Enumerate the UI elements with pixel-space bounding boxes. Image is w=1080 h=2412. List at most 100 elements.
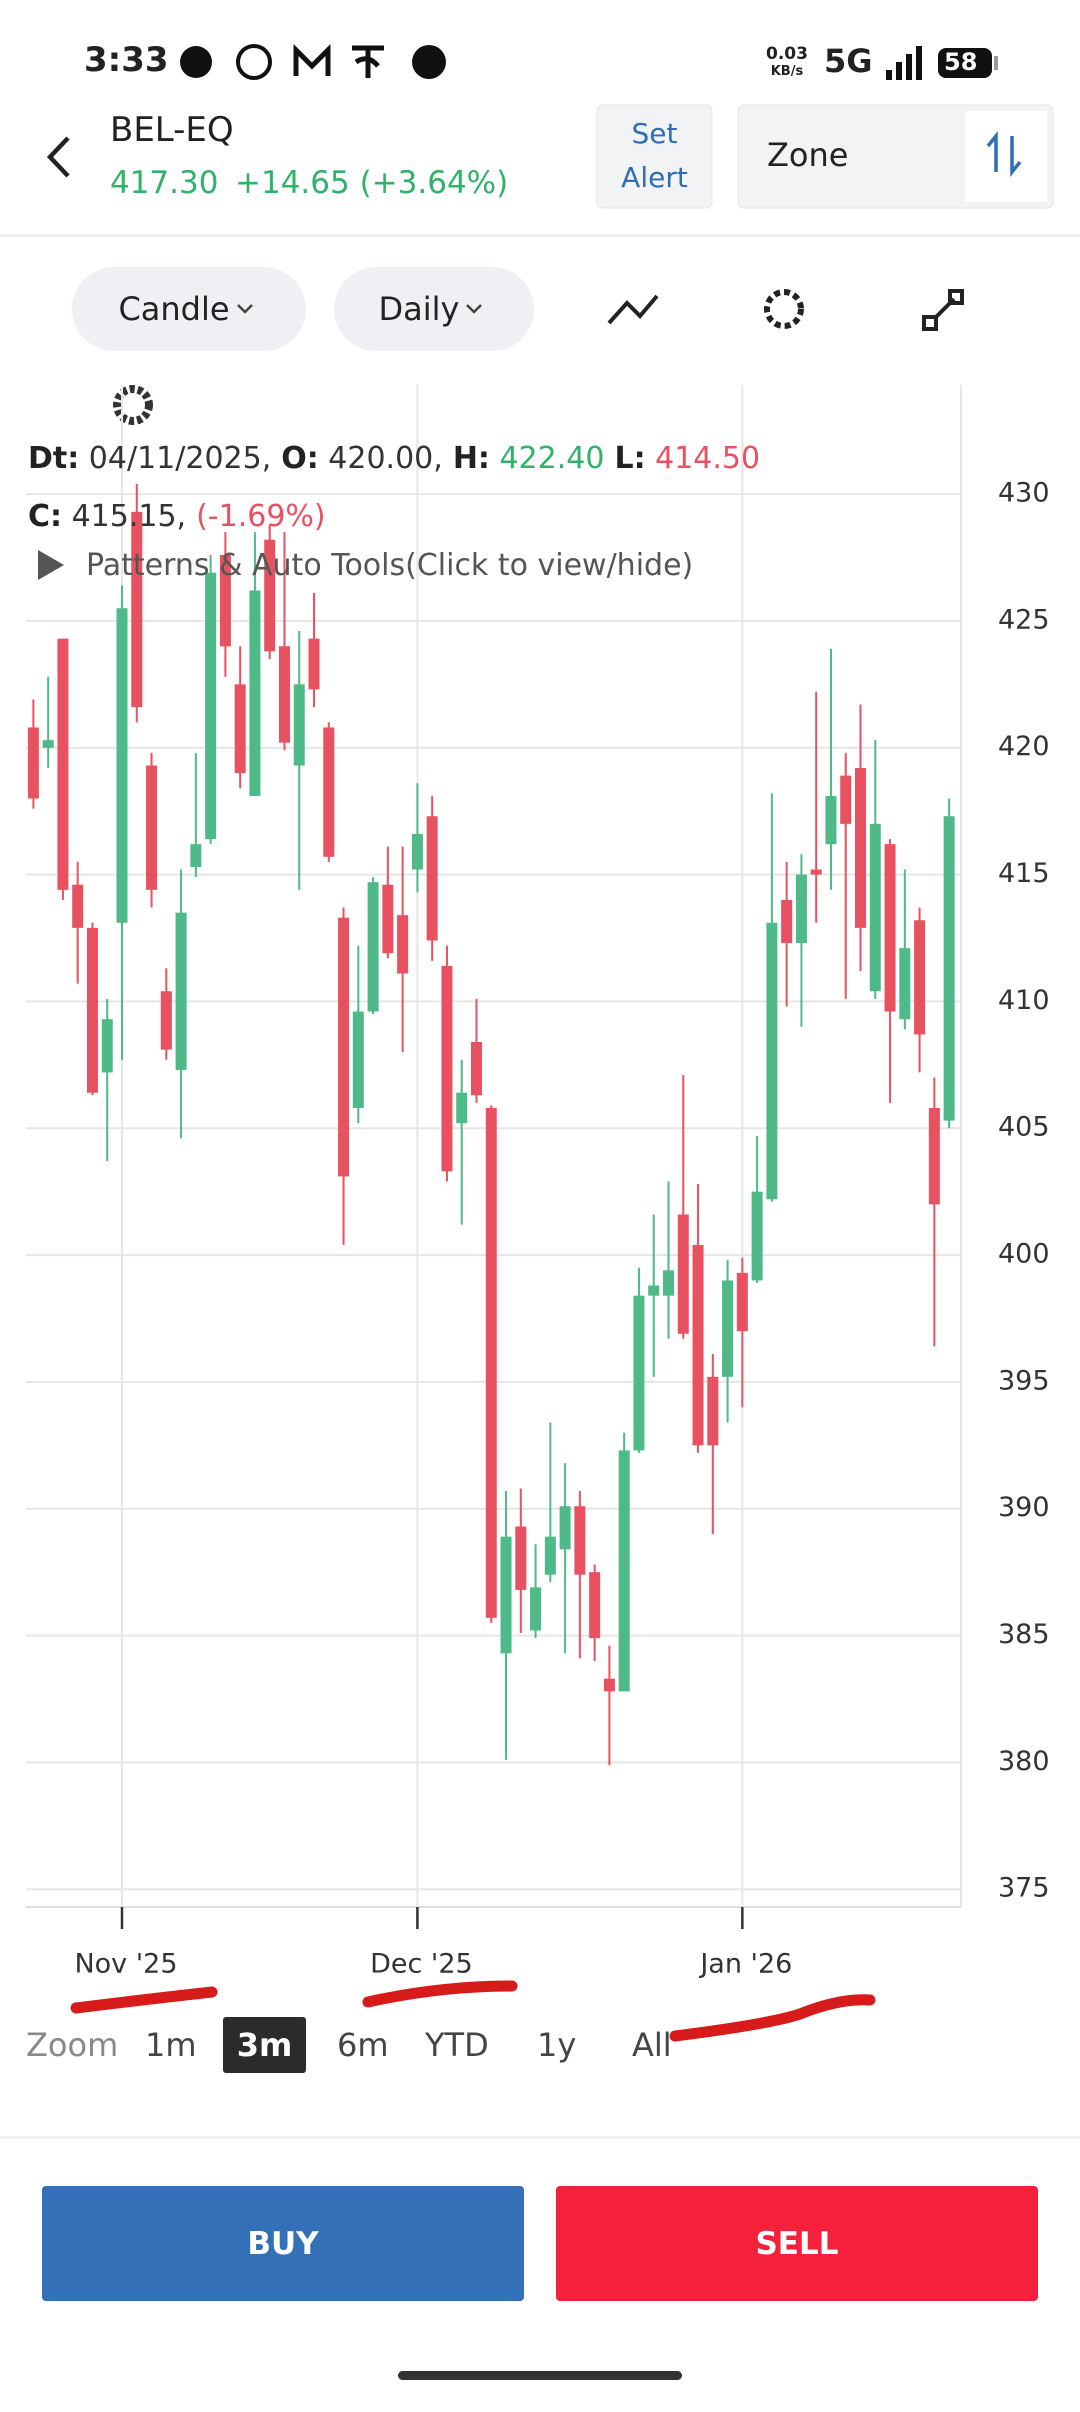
candle-body [101, 1019, 113, 1073]
zoom-option[interactable]: 6m [337, 2026, 389, 2064]
candle-body [530, 1587, 542, 1631]
candle-body [810, 869, 822, 875]
chevron [236, 304, 253, 314]
status-icons [180, 43, 998, 80]
y-tick-label: 420 [998, 731, 1050, 762]
candle-body [397, 915, 409, 974]
buy-button[interactable]: BUY [42, 2186, 524, 2301]
sort-button[interactable] [965, 111, 1047, 202]
interval: Daily [378, 290, 460, 328]
zone[interactable]: Zone [767, 136, 849, 174]
candle-body [618, 1450, 630, 1692]
candle-body [264, 539, 276, 652]
sell-button[interactable]: SELL [556, 2186, 1038, 2301]
draw-icon [922, 289, 964, 331]
sort-icon [986, 131, 1022, 177]
candle-body [456, 1092, 468, 1124]
candle-body [367, 882, 379, 1012]
info-label: L: [614, 441, 646, 476]
candle-body [869, 823, 881, 992]
net-speed: 0.03 KB/s [766, 46, 808, 80]
candle-body [928, 1107, 940, 1205]
candle-body [323, 727, 335, 857]
info-change: (-1.69%) [196, 499, 326, 534]
set-alert[interactable]: Set Alert [621, 117, 688, 194]
y-tick-label: 415 [998, 858, 1050, 889]
candle-body [589, 1572, 601, 1639]
draw-button[interactable] [876, 267, 1007, 351]
candle-body [500, 1536, 512, 1654]
candle-body [559, 1506, 571, 1550]
network: 5G [824, 42, 873, 80]
patterns-toggle[interactable] [36, 548, 66, 586]
net-speed-value: 0.03 [766, 44, 808, 64]
candle-body [662, 1270, 674, 1296]
candle-body [72, 884, 84, 928]
candle-body [736, 1272, 748, 1332]
candle-body [86, 927, 98, 1093]
battery: 58 [944, 48, 978, 76]
zoom-option[interactable]: All [632, 2026, 672, 2064]
zoom-option[interactable]: 1m [145, 2026, 197, 2064]
chart-settings-icon[interactable] [113, 385, 153, 425]
zoom-option[interactable]: 1y [537, 2026, 577, 2064]
candle-body [943, 816, 955, 1121]
settings-button[interactable] [719, 267, 849, 351]
y-tick-label: 385 [998, 1619, 1050, 1650]
info-item: Dt: 04/11/2025, [28, 430, 271, 488]
candle-body [692, 1244, 704, 1446]
indicator-button[interactable] [562, 267, 692, 351]
candle-body [249, 590, 261, 796]
y-tick-label: 375 [998, 1873, 1050, 1904]
net-speed-unit: KB/s [770, 64, 804, 79]
x-tick-label: Dec '25 [370, 1949, 473, 1980]
candle-body [338, 917, 350, 1177]
candle-body [515, 1526, 527, 1590]
candle-body [470, 1041, 482, 1096]
y-tick-label: 405 [998, 1112, 1050, 1143]
annotation-stroke [362, 1980, 518, 2008]
candle-body [722, 1280, 734, 1377]
candle-body [648, 1285, 660, 1296]
candle-body [426, 816, 438, 941]
candle-body [855, 768, 867, 928]
info-label: O: [281, 441, 319, 476]
zoom-option[interactable]: 3m [223, 2017, 306, 2073]
y-tick-label: 380 [998, 1746, 1050, 1777]
patterns-text[interactable]: Patterns & Auto Tools(Click to view/hide… [86, 548, 694, 583]
candle-body [116, 608, 128, 923]
candle-body [293, 684, 305, 766]
footer-shadow [0, 2136, 1080, 2139]
info-value: 420.00, [328, 441, 443, 476]
set-alert-box[interactable] [596, 104, 713, 209]
candle-body [131, 511, 143, 708]
annotation-stroke [70, 1986, 218, 2014]
candle-body [146, 765, 158, 890]
info-item: H: 422.40 [453, 430, 605, 488]
info-value: 422.40 [499, 441, 605, 476]
ohlc-info: Dt: 04/11/2025, O: 420.00, H: 422.40 L: 414… [28, 430, 928, 546]
settings-icon [764, 289, 804, 329]
candle-body [603, 1678, 615, 1692]
header-shadow [0, 234, 1080, 237]
info-item: L: 414.50 [614, 430, 760, 488]
candle-body [27, 727, 39, 799]
zoom-label: Zoom [26, 2026, 119, 2064]
info-label: C: [28, 499, 63, 534]
back-arrow[interactable] [46, 136, 70, 178]
info-label: H: [452, 441, 490, 476]
candle-body [677, 1214, 689, 1334]
chart-type-dropdown[interactable]: Candle [72, 267, 306, 351]
candle-body [308, 638, 320, 690]
x-tick-label: Nov '25 [74, 1949, 177, 1980]
info-value: 415.15, [71, 499, 187, 534]
candle-body [485, 1107, 497, 1618]
candle-body [175, 912, 187, 1070]
candle-body [795, 874, 807, 944]
zoom-option[interactable]: YTD [425, 2026, 489, 2064]
candle-body [234, 684, 246, 774]
time: 3:33 [84, 40, 169, 80]
candle-body [160, 991, 172, 1050]
interval-dropdown[interactable]: Daily [334, 267, 534, 351]
